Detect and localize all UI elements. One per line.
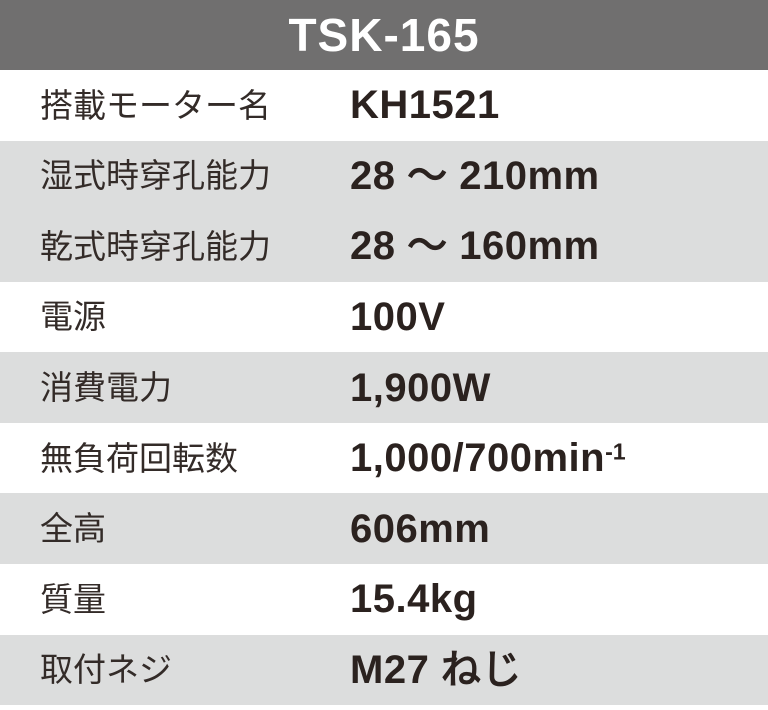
spec-value-text: 28 ～ 160mm [350, 224, 600, 269]
spec-value: KH1521 [350, 85, 500, 125]
spec-value-text: 606mm [350, 506, 491, 551]
spec-value: 1,900W [350, 368, 491, 408]
spec-value: 28 ～ 160mm [350, 226, 600, 266]
spec-label: 質量 [40, 580, 106, 618]
spec-value: 100V [350, 297, 445, 337]
table-row-4: 消費電力 1,900W [0, 352, 768, 423]
spec-value-text: KH1521 [350, 83, 500, 128]
spec-value-text: 15.4kg [350, 577, 478, 622]
table-row-1: 湿式時穿孔能力 28 ～ 210mm [0, 140, 768, 212]
spec-label: 搭載モーター名 [40, 86, 271, 124]
spec-label: 消費電力 [40, 369, 172, 407]
spec-table: 搭載モーター名 KH1521 湿式時穿孔能力 28 ～ 210mm 乾式時穿孔能… [0, 70, 768, 706]
spec-label: 電源 [40, 298, 106, 336]
spec-value-text: M27 ねじ [350, 647, 522, 692]
spec-value: 606mm [350, 509, 490, 549]
spec-label: 乾式時穿孔能力 [40, 227, 271, 265]
model-header-bar: TSK-165 [0, 0, 768, 70]
table-row-7: 質量 15.4kg [0, 563, 768, 635]
spec-label: 無負荷回転数 [40, 439, 238, 477]
table-row-3: 電源 100V [0, 281, 768, 353]
spec-value-superscript: -1 [605, 438, 626, 465]
table-row-5: 無負荷回転数 1,000/700min-1 [0, 422, 768, 494]
spec-value-text: 100V [350, 294, 446, 339]
table-row-8: 取付ネジ M27 ねじ [0, 634, 768, 706]
table-row-0: 搭載モーター名 KH1521 [0, 70, 768, 141]
spec-value: 15.4kg [350, 579, 478, 619]
table-row-2: 乾式時穿孔能力 28 ～ 160mm [0, 211, 768, 282]
table-row-6: 全高 606mm [0, 493, 768, 564]
spec-value-text: 1,900W [350, 365, 491, 410]
spec-value: 28 ～ 210mm [350, 156, 600, 196]
spec-value-text: 28 ～ 210mm [350, 153, 600, 198]
spec-value: 1,000/700min-1 [350, 438, 626, 478]
spec-label: 湿式時穿孔能力 [40, 157, 271, 195]
spec-value: M27 ねじ [350, 650, 522, 690]
spec-label: 全高 [40, 510, 106, 548]
spec-label: 取付ネジ [40, 651, 172, 689]
model-title: TSK-165 [288, 9, 480, 61]
spec-value-text: 1,000/700min [350, 436, 606, 481]
